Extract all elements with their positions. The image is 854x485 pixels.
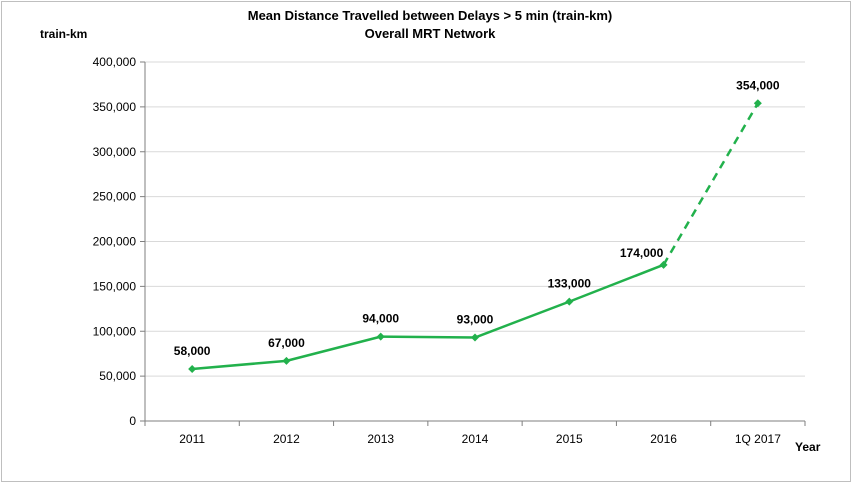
y-axis-title: train-km <box>40 27 87 41</box>
y-tick-label: 400,000 <box>93 55 137 69</box>
data-point <box>376 332 385 341</box>
data-label: 174,000 <box>620 246 664 260</box>
data-point <box>753 99 762 108</box>
x-axis-title: Year <box>795 440 821 454</box>
data-label: 67,000 <box>268 336 305 350</box>
data-point <box>659 260 668 269</box>
y-tick-label: 200,000 <box>93 235 137 249</box>
x-tick-label: 1Q 2017 <box>735 432 781 446</box>
data-labels: 58,000 67,000 94,000 93,000 133,000 174,000 35… <box>174 78 780 358</box>
x-tick-label: 2011 <box>179 432 205 446</box>
series-line-dashed <box>662 102 759 266</box>
data-label: 133,000 <box>548 277 592 291</box>
data-label: 354,000 <box>736 78 780 92</box>
data-point <box>471 333 479 342</box>
y-tick-label: 350,000 <box>93 100 137 114</box>
chart-title: Mean Distance Travelled between Delays >… <box>248 8 613 23</box>
series-line <box>188 99 762 373</box>
data-label: 93,000 <box>457 313 494 327</box>
y-tick-label: 250,000 <box>93 190 137 204</box>
series-line-solid <box>192 263 665 371</box>
data-point <box>565 297 574 306</box>
x-tick-label: 2016 <box>650 432 677 446</box>
gridlines <box>145 61 805 377</box>
data-point <box>188 364 197 373</box>
axes: 0 50,000 100,000 150,000 200,000 250,000 300,0… <box>93 55 806 446</box>
y-tick-label: 150,000 <box>93 279 137 293</box>
y-tick-label: 0 <box>129 414 136 428</box>
x-tick-label: 2014 <box>462 432 489 446</box>
data-label: 58,000 <box>174 344 211 358</box>
x-tick-label: 2015 <box>556 432 583 446</box>
x-tick-label: 2012 <box>273 432 300 446</box>
y-tick-label: 300,000 <box>93 145 137 159</box>
y-tick-label: 50,000 <box>99 369 136 383</box>
y-tick-label: 100,000 <box>93 324 137 338</box>
x-tick-label: 2013 <box>367 432 394 446</box>
chart-subtitle: Overall MRT Network <box>365 26 497 41</box>
data-point <box>282 356 291 365</box>
data-label: 94,000 <box>362 312 399 326</box>
